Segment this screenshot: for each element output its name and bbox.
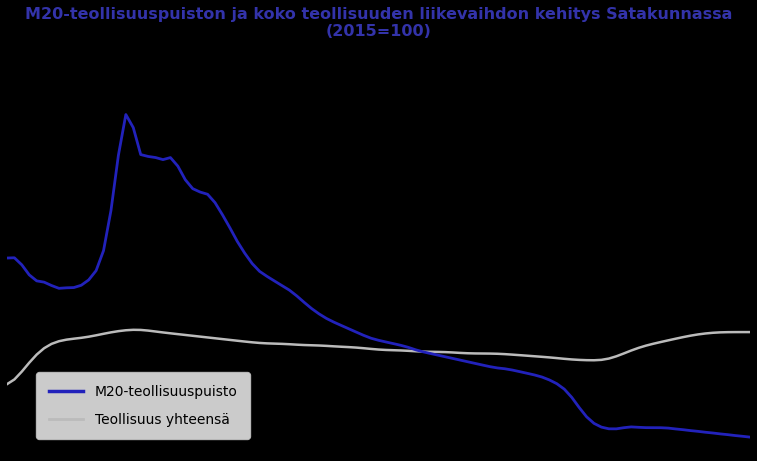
- Title: M20-teollisuuspuiston ja koko teollisuuden liikevaihdon kehitys Satakunnassa
(20: M20-teollisuuspuiston ja koko teollisuud…: [25, 7, 732, 39]
- Legend: M20-teollisuuspuisto, Teollisuus yhteensä: M20-teollisuuspuisto, Teollisuus yhteens…: [36, 372, 250, 439]
